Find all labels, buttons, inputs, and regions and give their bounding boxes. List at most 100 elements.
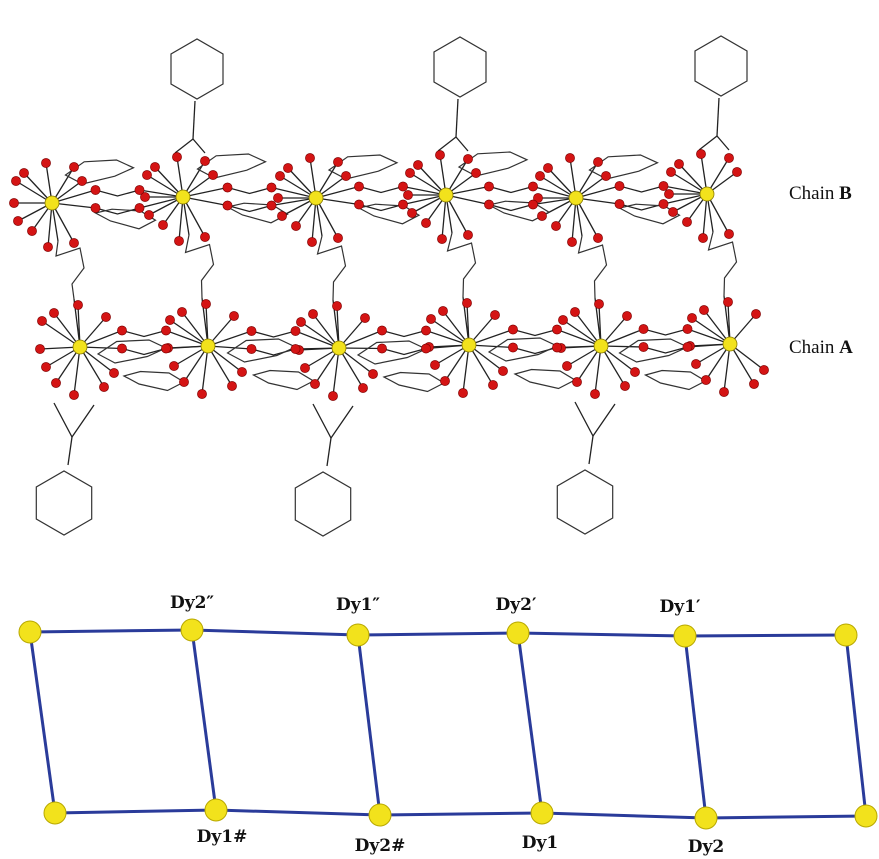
chain-a-3-bond [468, 344, 494, 386]
bridge-oxygen [484, 181, 494, 192]
dy-atom-7 [200, 338, 216, 354]
oxygen-atom-6 [69, 238, 79, 248]
chain-b-1-bond [182, 196, 206, 238]
chain-b-bridge-4 [575, 185, 708, 199]
dy-atom-3 [438, 187, 454, 203]
bridge-oxygen [266, 200, 277, 211]
chain-b-4-bond [575, 197, 599, 239]
dy-label-bottom-1: Dy1# [197, 827, 248, 847]
ladder-rung-5 [844, 634, 868, 817]
dy-atom-2 [308, 190, 324, 206]
chain-b-phenyl-ring-lower [617, 203, 681, 225]
terminal-link-bottom [67, 436, 73, 466]
bridge-oxygen [682, 324, 693, 334]
chain-a-phenyl-ring-lower [122, 370, 186, 392]
dy-atom-9 [461, 337, 477, 353]
chain-a-bridge-upper-4 [600, 328, 731, 347]
bond-layer [14, 97, 765, 467]
chain-b-2-bond [315, 197, 339, 239]
bridge-oxygen [421, 343, 431, 354]
terminal-phenyl-ring-bottom-0 [35, 470, 93, 536]
chain-a-bridge-upper-0 [79, 329, 209, 348]
oxygen-atom-116 [749, 379, 759, 389]
oxygen-atom-76 [227, 381, 237, 391]
oxygen-atom-12 [140, 192, 150, 202]
bridge-oxygen [290, 326, 301, 336]
bridge-oxygen [117, 325, 127, 336]
chain-a-4-bond [562, 319, 602, 347]
bridge-oxygen [508, 342, 518, 353]
dy-label-top-1: Dy2″ [170, 593, 214, 613]
bridge-oxygen [222, 182, 233, 193]
oxygen-atom-1 [11, 176, 21, 186]
oxygen-atom-109 [594, 299, 604, 309]
terminal-phenyl-ring-top-2 [694, 35, 748, 97]
interchain-linker-0-ring [55, 240, 85, 300]
interchain-linker-2-ring [316, 235, 347, 301]
oxygen-atom-40 [543, 163, 553, 173]
oxygen-atom-57 [732, 167, 742, 177]
chain-a-2-bond [338, 347, 364, 389]
oxygen-atom-28 [333, 157, 343, 167]
ring-layer [35, 35, 748, 537]
bridge-oxygen [134, 185, 145, 195]
oxygen-atom-119 [723, 297, 733, 307]
oxygen-atom-16 [200, 232, 210, 242]
oxygen-atom-46 [593, 233, 603, 243]
chain-a-bridge-1 [207, 345, 340, 356]
oxygen-atom-7 [77, 176, 87, 186]
bridge-oxygen [354, 199, 364, 210]
oxygen-atom-9 [41, 158, 51, 168]
chain-a-5-bond [691, 317, 731, 345]
chain-a-phenyl-ring [618, 338, 689, 363]
oxygen-atom-69 [73, 300, 83, 310]
terminal-phenyl-ring-bottom-2 [556, 469, 614, 535]
oxygen-atom-115 [719, 387, 729, 397]
oxygen-atom-11 [142, 170, 152, 180]
chain-a-bridge-2 [338, 344, 470, 356]
oxygen-atom-58 [724, 153, 734, 163]
oxygen-atom-117 [759, 365, 769, 375]
dy-label-top-4: Dy1′ [660, 597, 701, 617]
ladder-dy-node-7 [204, 798, 228, 822]
bridge-oxygen [658, 181, 669, 191]
ladder-dy-node-2 [346, 623, 370, 647]
chain-a-phenyl-ring [226, 338, 297, 363]
ladder-top-rail [29, 628, 847, 638]
oxygen-atom-87 [368, 369, 378, 379]
oxygen-atom-36 [463, 230, 473, 240]
oxygen-atom-68 [101, 312, 111, 322]
oxygen-atom-86 [358, 383, 368, 393]
oxygen-atom-14 [158, 220, 168, 230]
oxygen-atom-34 [421, 218, 431, 228]
oxygen-atom-83 [300, 363, 310, 373]
oxygen-atom-100 [570, 307, 580, 317]
chain-b-phenyl-ring-lower [487, 200, 551, 222]
oxygen-atom-5 [43, 242, 53, 252]
dy-atom-10 [593, 338, 609, 354]
oxygen-atom-62 [35, 344, 45, 354]
ladder-rung-3 [516, 632, 544, 814]
terminal-carboxylate-bottom [574, 401, 616, 438]
terminal-carboxylate-top [698, 135, 730, 151]
interchain-linker-1-ring [184, 234, 215, 299]
oxygen-atom-97 [498, 366, 508, 376]
oxygen-atom-74 [179, 377, 189, 387]
oxygen-atom-35 [437, 234, 447, 244]
bridge-oxygen [134, 203, 145, 213]
terminal-phenyl-ring-top-0 [170, 38, 224, 100]
oxygen-atom-26 [333, 233, 343, 243]
ladder-rung-2 [356, 634, 382, 816]
ladder-dy-node-6 [43, 801, 67, 825]
oxygen-atom-91 [426, 314, 436, 324]
oxygen-atom-61 [37, 316, 47, 326]
dy-label-bottom-3: Dy1 [522, 833, 558, 853]
chain-a-1-bond [207, 345, 233, 387]
oxygen-atom-104 [572, 377, 582, 387]
chain-a-letter: A [839, 337, 853, 358]
terminal-carboxylate-bottom [312, 403, 354, 440]
chain-a-0-bond [79, 346, 105, 388]
bridge-oxygen [658, 199, 669, 209]
chain-a-phenyl-ring-lower [382, 371, 446, 393]
dy-atom-8 [331, 340, 347, 356]
